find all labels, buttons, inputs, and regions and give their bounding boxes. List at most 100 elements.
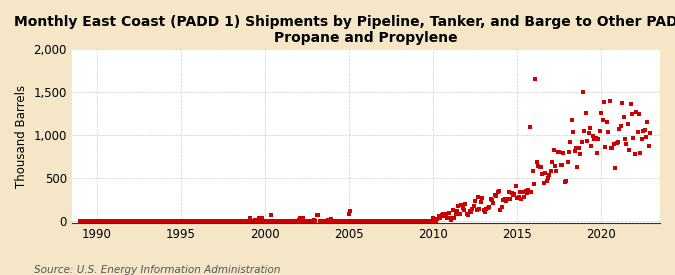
- Point: [404, 219, 414, 223]
- Point: [293, 218, 304, 222]
- Point: [624, 148, 634, 152]
- Point: [492, 190, 503, 194]
- Point: [622, 122, 633, 126]
- Point: [149, 219, 160, 223]
- Point: [183, 219, 194, 223]
- Point: [440, 211, 451, 216]
- Point: [202, 219, 213, 223]
- Point: [131, 219, 142, 223]
- Point: [428, 215, 439, 220]
- Point: [506, 191, 517, 195]
- Point: [174, 219, 185, 223]
- Point: [427, 219, 437, 223]
- Point: [566, 118, 577, 122]
- Point: [547, 160, 558, 164]
- Point: [104, 219, 115, 223]
- Point: [582, 139, 593, 144]
- Point: [344, 211, 354, 216]
- Point: [275, 219, 286, 223]
- Point: [552, 150, 563, 155]
- Point: [111, 219, 122, 223]
- Point: [479, 210, 490, 214]
- Point: [371, 219, 381, 223]
- Point: [80, 219, 91, 223]
- Point: [488, 201, 499, 205]
- Point: [643, 143, 654, 148]
- Point: [153, 219, 164, 223]
- Point: [475, 200, 486, 204]
- Point: [393, 219, 404, 223]
- Point: [269, 219, 280, 223]
- Point: [501, 199, 512, 203]
- Point: [481, 207, 492, 211]
- Point: [561, 179, 572, 183]
- Point: [352, 219, 363, 223]
- Point: [435, 216, 446, 220]
- Point: [383, 219, 394, 223]
- Point: [354, 219, 364, 223]
- Point: [516, 196, 526, 201]
- Point: [539, 181, 549, 185]
- Point: [596, 111, 607, 115]
- Point: [143, 219, 154, 223]
- Point: [448, 208, 458, 212]
- Point: [259, 219, 269, 223]
- Point: [429, 216, 440, 221]
- Point: [286, 219, 297, 223]
- Point: [529, 182, 539, 186]
- Point: [621, 142, 632, 146]
- Point: [564, 150, 574, 154]
- Point: [535, 165, 546, 170]
- Point: [638, 129, 649, 133]
- Point: [295, 216, 306, 221]
- Point: [611, 141, 622, 145]
- Point: [508, 193, 518, 197]
- Point: [176, 219, 186, 223]
- Point: [157, 219, 168, 223]
- Point: [138, 219, 148, 223]
- Point: [346, 219, 357, 223]
- Point: [360, 219, 371, 223]
- Point: [468, 203, 479, 208]
- Point: [180, 219, 190, 223]
- Point: [642, 120, 653, 125]
- Point: [307, 219, 318, 223]
- Point: [233, 219, 244, 223]
- Point: [134, 219, 144, 223]
- Point: [418, 219, 429, 223]
- Point: [601, 119, 612, 124]
- Point: [359, 219, 370, 223]
- Point: [502, 196, 513, 201]
- Point: [342, 219, 353, 223]
- Point: [216, 219, 227, 223]
- Point: [620, 137, 630, 142]
- Point: [464, 209, 475, 214]
- Point: [356, 219, 367, 223]
- Point: [328, 219, 339, 223]
- Point: [390, 219, 401, 223]
- Point: [313, 213, 324, 217]
- Point: [453, 204, 464, 208]
- Point: [540, 171, 551, 175]
- Point: [130, 219, 140, 223]
- Point: [364, 219, 375, 223]
- Point: [212, 219, 223, 223]
- Point: [526, 190, 537, 195]
- Point: [367, 218, 378, 223]
- Point: [232, 219, 242, 223]
- Point: [207, 219, 217, 223]
- Point: [252, 219, 263, 223]
- Point: [505, 197, 516, 202]
- Point: [317, 219, 328, 223]
- Point: [618, 115, 629, 119]
- Point: [595, 129, 605, 133]
- Point: [579, 128, 590, 133]
- Point: [93, 219, 104, 223]
- Point: [436, 213, 447, 218]
- Point: [278, 219, 289, 223]
- Point: [327, 219, 338, 223]
- Point: [513, 194, 524, 199]
- Point: [617, 101, 628, 106]
- Point: [335, 219, 346, 223]
- Point: [76, 219, 87, 223]
